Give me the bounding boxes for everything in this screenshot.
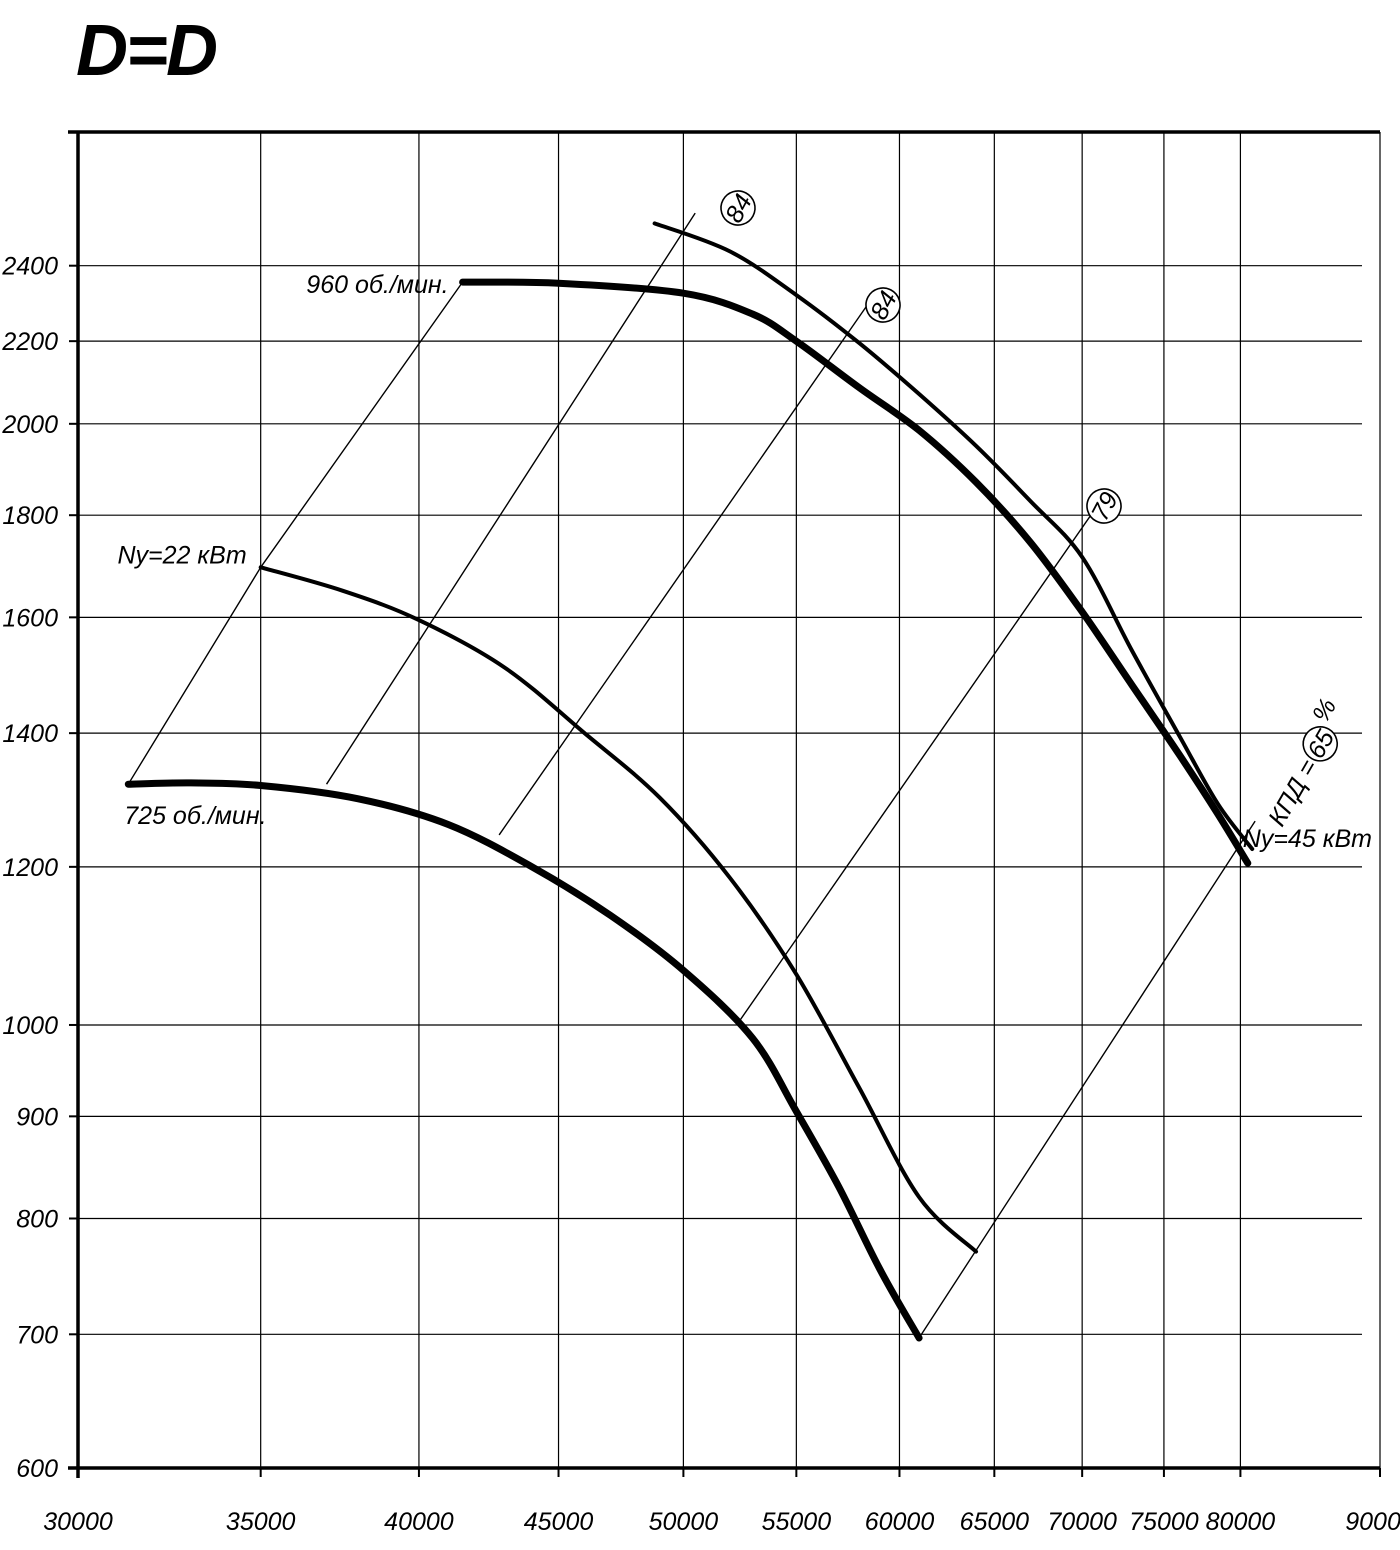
y-tick-label: 2200 — [1, 328, 58, 356]
efficiency-label-3: 79 — [1086, 488, 1124, 526]
x-tick-label: 40000 — [384, 1508, 454, 1536]
axes — [68, 130, 1381, 1478]
kpd-prefix: КПД = — [1263, 755, 1323, 831]
label-power-45: Nу=45 кВт — [1243, 825, 1372, 853]
y-tick-label: 800 — [16, 1205, 58, 1233]
series-line-1 — [124, 779, 923, 1342]
efficiency-line — [325, 212, 696, 785]
tick-labels: 30000 35000 40000 45000 50000 55000 60000 65000… — [1, 253, 1400, 1536]
series-curves — [124, 221, 1255, 1342]
y-tick-label: 1000 — [2, 1012, 58, 1040]
efficiency-circle — [1086, 488, 1122, 524]
y-tick-label: 1800 — [2, 502, 58, 530]
rpm-connector-line — [260, 281, 464, 568]
x-tick-label: 70000 — [1047, 1508, 1117, 1536]
y-tick-label: 2400 — [1, 253, 58, 281]
label-960-rpm: 960 об./мин. — [306, 271, 448, 299]
rpm-connector-line — [127, 566, 262, 785]
grid-lines — [78, 132, 1381, 1468]
label-725-rpm: 725 об./мин. — [124, 802, 266, 830]
x-tick-label: 45000 — [524, 1508, 594, 1536]
x-tick-label: 35000 — [226, 1508, 296, 1536]
efficiency-circle — [720, 190, 756, 226]
y-tick-label: 1600 — [2, 604, 58, 632]
y-tick-label: 2000 — [1, 411, 58, 439]
x-tick-label: 90000 — [1345, 1508, 1400, 1536]
page-title: D=D — [76, 11, 218, 91]
x-tick-label: 65000 — [960, 1508, 1030, 1536]
efficiency-label-2: 84 — [865, 287, 903, 325]
series-line-2 — [258, 565, 978, 1254]
efficiency-value: 65 — [1302, 725, 1340, 763]
x-tick-label: 30000 — [43, 1508, 113, 1536]
efficiency-circle — [1302, 726, 1339, 762]
kpd-suffix: % — [1307, 694, 1342, 727]
y-tick-label: 700 — [16, 1321, 58, 1349]
efficiency-line — [736, 488, 1110, 1026]
y-tick-label: 1400 — [2, 720, 58, 748]
efficiency-circle — [865, 287, 901, 323]
x-tick-label: 50000 — [649, 1508, 719, 1536]
efficiency-lines — [127, 212, 1256, 1339]
x-tick-label: 75000 — [1129, 1508, 1199, 1536]
label-power-22: Nу=22 кВт — [117, 541, 246, 569]
series-line-3 — [652, 221, 1255, 851]
y-tick-label: 1200 — [2, 854, 58, 882]
annotations: 960 об./мин. 725 об./мин. Nу=22 кВт Nу=45 к… — [117, 190, 1372, 853]
x-tick-label: 55000 — [762, 1508, 832, 1536]
efficiency-line — [498, 292, 877, 836]
efficiency-label-kpd: КПД =65% — [1263, 694, 1342, 831]
series-line-0 — [459, 278, 1252, 867]
efficiency-line — [918, 820, 1256, 1339]
y-tick-label: 900 — [16, 1103, 58, 1131]
x-tick-label: 60000 — [865, 1508, 935, 1536]
y-tick-label: 600 — [16, 1455, 58, 1483]
x-tick-label: 80000 — [1206, 1508, 1276, 1536]
efficiency-label-1: 84 — [720, 190, 758, 228]
